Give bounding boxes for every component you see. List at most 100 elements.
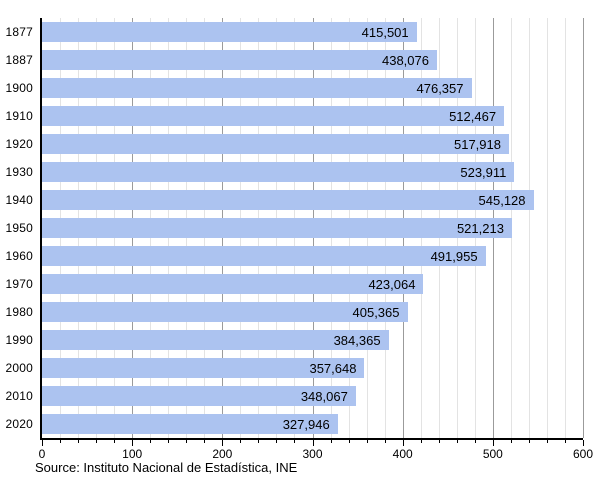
x-minor-tick — [186, 440, 188, 443]
x-minor-tick — [510, 440, 512, 443]
x-major-tick — [222, 440, 224, 446]
bar-value-label: 405,365 — [352, 304, 400, 320]
bar-row: 512,467 — [42, 102, 583, 130]
bar-value-label: 423,064 — [368, 276, 416, 292]
bar-value-label: 517,918 — [453, 136, 501, 152]
bar-value-label: 348,067 — [300, 388, 348, 404]
bar-row: 491,955 — [42, 242, 583, 270]
x-minor-tick — [564, 440, 566, 443]
bar-value-label: 357,648 — [309, 360, 357, 376]
x-axis: 0 100 200 300 400 500 600 — [38, 440, 593, 466]
bar: 405,365 — [42, 302, 408, 322]
bar: 523,911 — [42, 162, 515, 182]
bar: 348,067 — [42, 386, 356, 406]
x-minor-tick — [60, 440, 62, 443]
y-axis-label: 1930 — [5, 165, 33, 179]
x-minor-tick — [366, 440, 368, 443]
bar-value-label: 545,128 — [478, 192, 526, 208]
x-axis-tick-label: 0 — [38, 447, 46, 461]
bar-row: 348,067 — [42, 382, 583, 410]
bar-value-label: 512,467 — [449, 108, 497, 124]
bar: 384,365 — [42, 330, 389, 350]
x-minor-tick — [240, 440, 242, 443]
y-axis-label: 1877 — [5, 25, 33, 39]
x-minor-tick — [348, 440, 350, 443]
bar-value-label: 491,955 — [430, 248, 478, 264]
y-axis-label: 1887 — [5, 53, 33, 67]
bar: 476,357 — [42, 78, 472, 98]
x-minor-tick — [294, 440, 296, 443]
bar-value-label: 415,501 — [361, 24, 409, 40]
y-axis-label: 2020 — [5, 417, 33, 431]
y-axis-label: 1910 — [5, 109, 33, 123]
x-major-tick — [402, 440, 404, 446]
y-axis-labels: 1877 1887 1900 1910 1920 1930 1940 1950 1960 1970… — [0, 18, 33, 438]
y-axis-label: 1960 — [5, 249, 33, 263]
y-axis-label: 1970 — [5, 277, 33, 291]
bar: 521,213 — [42, 218, 512, 238]
y-axis-label: 1950 — [5, 221, 33, 235]
bar-value-label: 384,365 — [333, 332, 381, 348]
x-minor-tick — [96, 440, 98, 443]
x-axis-tick-label: 500 — [482, 447, 503, 461]
bar-value-label: 327,946 — [282, 416, 330, 432]
x-axis-tick-label: 400 — [392, 447, 413, 461]
bar-rows: 415,501 438,076 476,357 512,467 517,918 523,9… — [42, 18, 583, 438]
x-minor-tick — [330, 440, 332, 443]
bar-row: 517,918 — [42, 130, 583, 158]
source-caption: Source: Instituto Nacional de Estadístic… — [35, 460, 298, 475]
y-axis-label: 1900 — [5, 81, 33, 95]
x-axis-tick-label: 200 — [212, 447, 233, 461]
y-axis-label: 2010 — [5, 389, 33, 403]
x-major-tick — [42, 440, 43, 446]
bar-row: 523,911 — [42, 158, 583, 186]
major-gridline — [583, 18, 584, 438]
bar-row: 327,946 — [42, 410, 583, 438]
x-axis-tick-label: 300 — [302, 447, 323, 461]
plot-area: 415,501 438,076 476,357 512,467 517,918 523,9… — [40, 18, 584, 440]
x-major-tick — [132, 440, 134, 446]
x-minor-tick — [528, 440, 530, 443]
bar: 357,648 — [42, 358, 365, 378]
x-axis-tick-label: 100 — [122, 447, 143, 461]
bar-row: 476,357 — [42, 74, 583, 102]
x-major-tick — [312, 440, 314, 446]
x-minor-tick — [420, 440, 422, 443]
x-axis-tick-label: 600 — [572, 447, 594, 461]
bar-row: 415,501 — [42, 18, 583, 46]
bar: 438,076 — [42, 50, 437, 70]
x-minor-tick — [474, 440, 476, 443]
minor-gridline — [528, 18, 530, 438]
bar-row: 438,076 — [42, 46, 583, 74]
bar-value-label: 438,076 — [381, 52, 429, 68]
minor-gridline — [546, 18, 548, 438]
x-minor-tick — [384, 440, 386, 443]
bar: 491,955 — [42, 246, 486, 266]
bar: 415,501 — [42, 22, 417, 42]
y-axis-label: 1980 — [5, 305, 33, 319]
y-axis-label: 1990 — [5, 333, 33, 347]
y-axis-label: 1920 — [5, 137, 33, 151]
x-minor-tick — [456, 440, 458, 443]
bar: 545,128 — [42, 190, 534, 210]
bar: 517,918 — [42, 134, 509, 154]
minor-gridline — [564, 18, 566, 438]
bar-row: 545,128 — [42, 186, 583, 214]
y-axis-label: 2000 — [5, 361, 33, 375]
x-minor-tick — [204, 440, 206, 443]
x-minor-tick — [78, 440, 80, 443]
x-minor-tick — [438, 440, 440, 443]
x-minor-tick — [258, 440, 260, 443]
bar-row: 423,064 — [42, 270, 583, 298]
bar-row: 357,648 — [42, 354, 583, 382]
bar: 423,064 — [42, 274, 424, 294]
x-minor-tick — [546, 440, 548, 443]
bar: 512,467 — [42, 106, 505, 126]
x-minor-tick — [276, 440, 278, 443]
bar-row: 384,365 — [42, 326, 583, 354]
x-major-tick — [492, 440, 494, 446]
bar-value-label: 523,911 — [460, 164, 507, 180]
bar-row: 521,213 — [42, 214, 583, 242]
bar-value-label: 521,213 — [456, 220, 504, 236]
